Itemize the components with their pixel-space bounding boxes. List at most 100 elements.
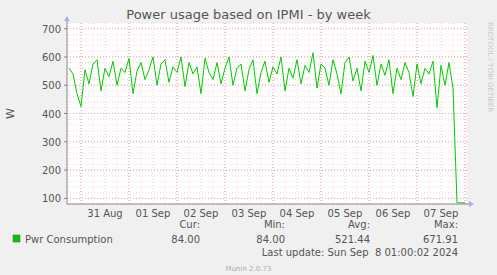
- minor-grid-line: [309, 23, 310, 204]
- minor-grid-line: [321, 23, 322, 204]
- y-tick: [64, 198, 67, 199]
- minor-grid-line: [465, 23, 466, 204]
- minor-grid-line: [225, 23, 226, 204]
- minor-grid-line: [213, 23, 214, 204]
- footer: Munin 2.0.73: [226, 265, 272, 273]
- chart: 10020030040050060070031 Aug01 Sep02 Sep0…: [0, 0, 497, 275]
- minor-grid-line: [67, 170, 467, 171]
- y-tick: [64, 28, 67, 29]
- y-tick-label: 400: [42, 109, 61, 120]
- minor-grid-line: [417, 23, 418, 204]
- minor-grid-line: [67, 96, 467, 97]
- minor-grid-line: [69, 23, 70, 204]
- legend-value: 671.91: [423, 234, 458, 245]
- minor-grid-line: [165, 23, 166, 204]
- minor-grid-line: [67, 153, 467, 154]
- minor-grid-line: [285, 23, 286, 204]
- y-tick: [64, 141, 67, 142]
- minor-grid-line: [67, 34, 467, 35]
- minor-grid-line: [429, 23, 430, 204]
- day-grid-line: [321, 23, 322, 204]
- legend-value: 84.00: [171, 234, 200, 245]
- grid-line: [67, 28, 467, 29]
- minor-grid-line: [453, 23, 454, 204]
- minor-grid-line: [67, 45, 467, 46]
- minor-grid-line: [67, 79, 467, 80]
- minor-grid-line: [67, 181, 467, 182]
- minor-grid-line: [117, 23, 118, 204]
- minor-grid-line: [67, 113, 467, 114]
- y-tick: [64, 170, 67, 171]
- series-line: [69, 53, 465, 203]
- grid-line: [67, 170, 467, 171]
- minor-grid-line: [345, 23, 346, 204]
- minor-grid-line: [67, 56, 467, 57]
- y-tick: [64, 85, 67, 86]
- minor-grid-line: [67, 130, 467, 131]
- y-tick: [64, 113, 67, 114]
- minor-grid-line: [333, 23, 334, 204]
- day-grid-line: [177, 23, 178, 204]
- minor-grid-line: [237, 23, 238, 204]
- last-update: Last update: Sun Sep 8 01:00:02 2024: [262, 247, 458, 258]
- minor-grid-line: [67, 51, 467, 52]
- minor-grid-line: [67, 124, 467, 125]
- y-tick-label: 700: [42, 24, 61, 35]
- legend-header: Min:: [264, 219, 285, 230]
- minor-grid-line: [381, 23, 382, 204]
- y-label: W: [4, 108, 17, 119]
- minor-grid-line: [67, 175, 467, 176]
- y-tick-label: 300: [42, 137, 61, 148]
- minor-grid-line: [67, 39, 467, 40]
- minor-grid-line: [357, 23, 358, 204]
- minor-grid-line: [189, 23, 190, 204]
- legend-header: Max:: [434, 219, 458, 230]
- minor-grid-line: [441, 23, 442, 204]
- minor-grid-line: [93, 23, 94, 204]
- legend-header: Avg:: [348, 219, 370, 230]
- grid-line: [67, 141, 467, 142]
- watermark: RRDTOOL / TOBI OETIKER: [486, 22, 494, 112]
- day-grid-line: [465, 23, 466, 204]
- minor-grid-line: [153, 23, 154, 204]
- legend-label: Pwr Consumption: [25, 234, 113, 245]
- minor-grid-line: [67, 62, 467, 63]
- legend: Cur:Min:Avg:Max:Pwr Consumption84.0084.0…: [13, 219, 458, 245]
- day-grid-line: [369, 23, 370, 204]
- minor-grid-line: [141, 23, 142, 204]
- day-grid-line: [417, 23, 418, 204]
- minor-grid-line: [261, 23, 262, 204]
- minor-grid-line: [67, 85, 467, 86]
- day-grid-line: [81, 23, 82, 204]
- minor-grid-line: [393, 23, 394, 204]
- x-tick-label: 07 Sep: [424, 208, 459, 219]
- minor-grid-line: [67, 136, 467, 137]
- minor-grid-line: [67, 187, 467, 188]
- x-axis-arrow: [469, 201, 474, 207]
- x-tick-label: 03 Sep: [232, 208, 267, 219]
- y-tick-label: 600: [42, 52, 61, 63]
- minor-grid-line: [249, 23, 250, 204]
- minor-grid-line: [67, 192, 467, 193]
- grid-line: [67, 198, 467, 199]
- minor-grid-line: [81, 23, 82, 204]
- minor-grid-line: [297, 23, 298, 204]
- grid-line: [67, 85, 467, 86]
- grid: [67, 23, 467, 204]
- minor-grid-line: [67, 164, 467, 165]
- legend-value: 521.44: [335, 234, 370, 245]
- day-grid-line: [273, 23, 274, 204]
- title: Power usage based on IPMI - by week: [126, 7, 371, 22]
- minor-grid-line: [67, 23, 467, 24]
- minor-grid-line: [273, 23, 274, 204]
- day-grid-line: [225, 23, 226, 204]
- minor-grid-line: [67, 147, 467, 148]
- minor-grid-line: [67, 119, 467, 120]
- grid-line: [67, 56, 467, 57]
- legend-value: 84.00: [256, 234, 285, 245]
- minor-grid-line: [67, 158, 467, 159]
- y-tick-label: 500: [42, 80, 61, 91]
- y-tick-label: 100: [42, 193, 61, 204]
- minor-grid-line: [405, 23, 406, 204]
- minor-grid-line: [67, 198, 467, 199]
